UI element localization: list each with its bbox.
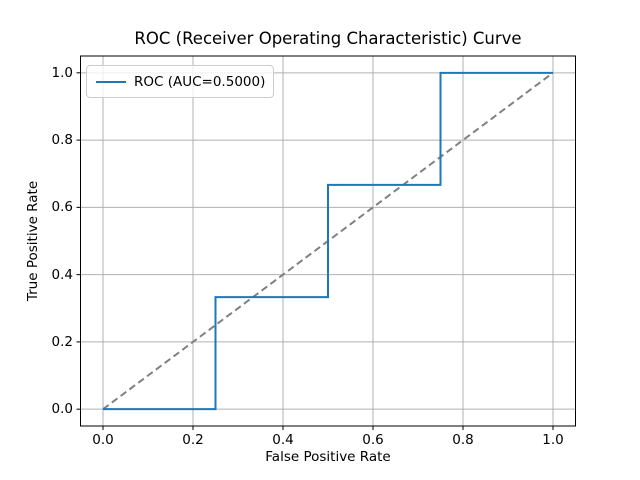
y-tick-label: 0.8 <box>51 132 73 149</box>
plot-border <box>80 55 576 427</box>
y-tick-label: 0.0 <box>51 401 73 418</box>
legend-label: ROC (AUC=0.5000) <box>134 73 266 90</box>
x-tick-label: 0.6 <box>362 432 384 448</box>
y-tick-label: 0.4 <box>51 266 73 283</box>
x-tick-label: 0.8 <box>452 432 474 448</box>
x-tick-label: 0.0 <box>92 432 114 448</box>
x-tick-label: 0.2 <box>182 432 204 448</box>
legend-line-sample-icon <box>96 80 126 83</box>
chart-title: ROC (Receiver Operating Characteristic) … <box>134 29 522 48</box>
x-tick-label: 1.0 <box>542 432 564 448</box>
x-axis-label: False Positive Rate <box>265 449 391 465</box>
y-tick-label: 0.6 <box>51 199 73 216</box>
legend: ROC (AUC=0.5000) <box>86 65 274 98</box>
y-tick-label: 1.0 <box>51 64 73 81</box>
roc-curve-line <box>103 71 553 411</box>
x-tick-label: 0.4 <box>272 432 294 448</box>
y-tick-label: 0.2 <box>51 333 73 350</box>
